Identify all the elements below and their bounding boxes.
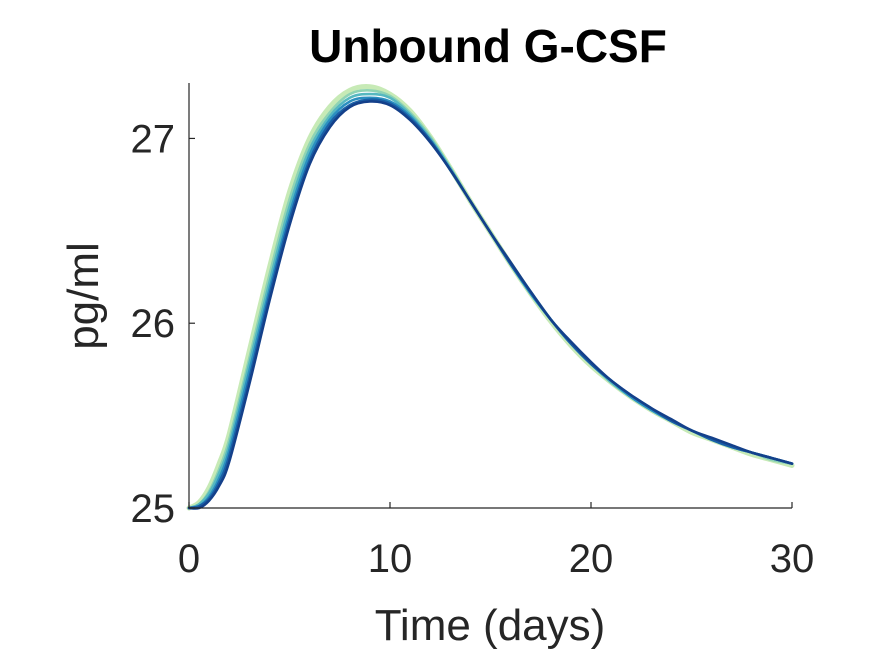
series-line-6	[187, 100, 794, 510]
chart-title: Unbound G-CSF	[309, 20, 667, 72]
x-tick-label: 10	[368, 537, 413, 581]
x-tick-label: 0	[178, 537, 200, 581]
y-axis-label: pg/ml	[59, 242, 108, 350]
y-tick-label: 25	[131, 487, 176, 531]
x-tick-label: 20	[569, 537, 614, 581]
x-tick-label: 30	[770, 537, 815, 581]
series-layer	[186, 84, 795, 511]
y-tick-label: 26	[131, 302, 176, 346]
y-tick-label: 27	[131, 117, 176, 161]
tick-layer: 0 10 20 30 25 26 27	[131, 117, 815, 581]
x-axis-label: Time (days)	[375, 601, 606, 650]
